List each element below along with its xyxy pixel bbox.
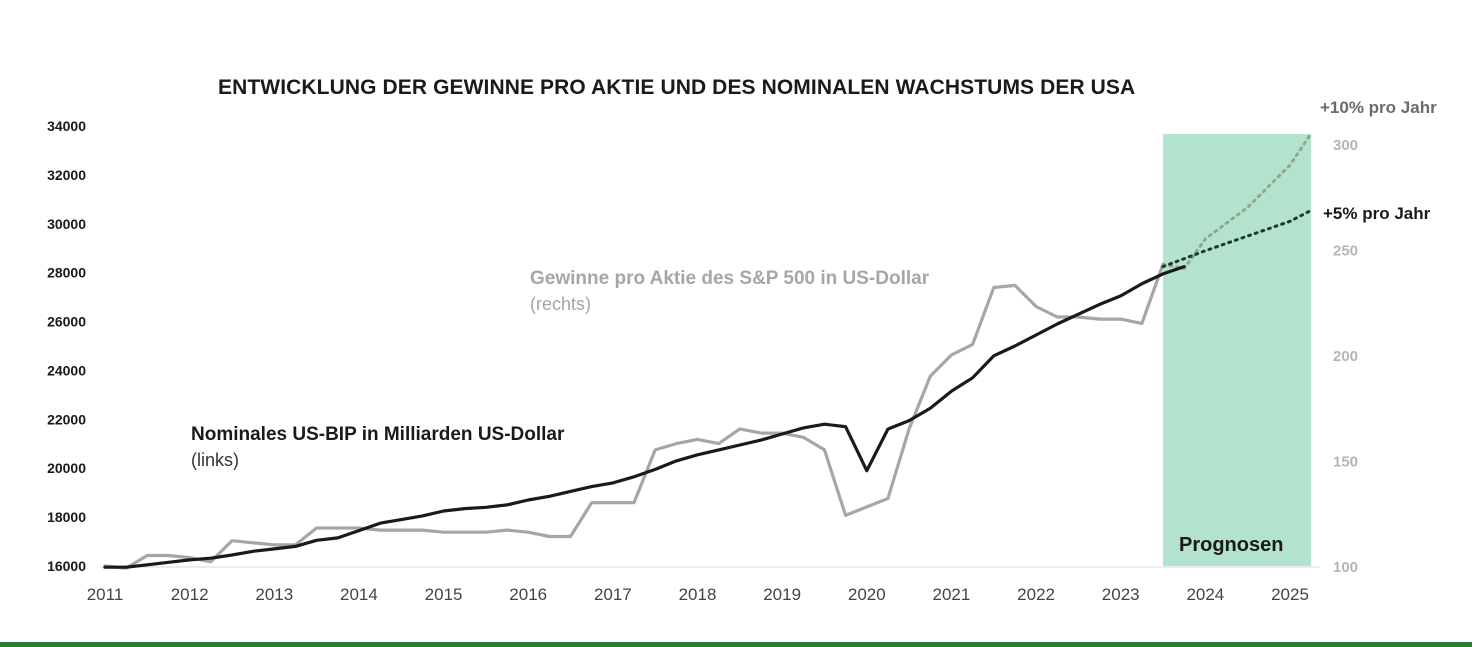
bottom-accent-bar — [0, 642, 1472, 647]
y-right-tick-label: 200 — [1333, 348, 1358, 365]
y-right-tick-label: 100 — [1333, 559, 1358, 576]
gdp-line — [103, 265, 1186, 569]
y-right-tick-label: 250 — [1333, 243, 1358, 260]
y-left-tick-label: 30000 — [47, 216, 86, 232]
y-right-tick-label: 150 — [1333, 454, 1358, 471]
x-tick-label: 2023 — [1102, 585, 1140, 604]
x-tick-label: 2021 — [933, 585, 971, 604]
eps-axis-note: (rechts) — [530, 294, 592, 314]
y-left-tick-label: 24000 — [47, 362, 86, 378]
forecast-5-line — [1161, 208, 1313, 269]
x-tick-label: 2020 — [848, 585, 886, 604]
forecast-band — [1163, 134, 1312, 566]
forecast-band-label: Prognosen — [1179, 534, 1284, 556]
x-tick-label: 2013 — [255, 585, 293, 604]
y-left-tick-label: 26000 — [47, 314, 86, 330]
x-tick-label: 2014 — [340, 585, 378, 604]
x-tick-label: 2025 — [1271, 585, 1309, 604]
forecast-10-label: +10% pro Jahr — [1320, 98, 1437, 117]
y-left-tick-label: 16000 — [47, 558, 86, 574]
x-tick-label: 2019 — [763, 585, 801, 604]
x-tick-label: 2015 — [425, 585, 463, 604]
forecast-10-line — [1161, 131, 1313, 270]
y-left-tick-label: 18000 — [47, 509, 86, 525]
x-tick-label: 2011 — [87, 585, 124, 604]
x-tick-label: 2024 — [1186, 585, 1224, 604]
x-tick-label: 2017 — [594, 585, 632, 604]
eps-series-label: Gewinne pro Aktie des S&P 500 in US-Doll… — [530, 268, 930, 289]
forecast-5-label: +5% pro Jahr — [1323, 204, 1431, 223]
y-right-tick-label: 300 — [1333, 137, 1358, 154]
y-left-tick-label: 34000 — [47, 118, 86, 134]
gdp-series-label: Nominales US-BIP in Milliarden US-Dollar — [191, 424, 565, 445]
y-left-tick-label: 20000 — [47, 460, 86, 476]
eps-line — [103, 262, 1165, 570]
x-tick-label: 2016 — [509, 585, 547, 604]
gdp-axis-note: (links) — [191, 450, 239, 470]
x-tick-label: 2018 — [679, 585, 717, 604]
y-left-tick-label: 32000 — [47, 167, 86, 183]
y-left-tick-label: 22000 — [47, 411, 86, 427]
y-left-tick-label: 28000 — [47, 265, 86, 281]
x-tick-label: 2012 — [171, 585, 209, 604]
chart-title: ENTWICKLUNG DER GEWINNE PRO AKTIE UND DE… — [218, 76, 1136, 99]
x-tick-label: 2022 — [1017, 585, 1055, 604]
